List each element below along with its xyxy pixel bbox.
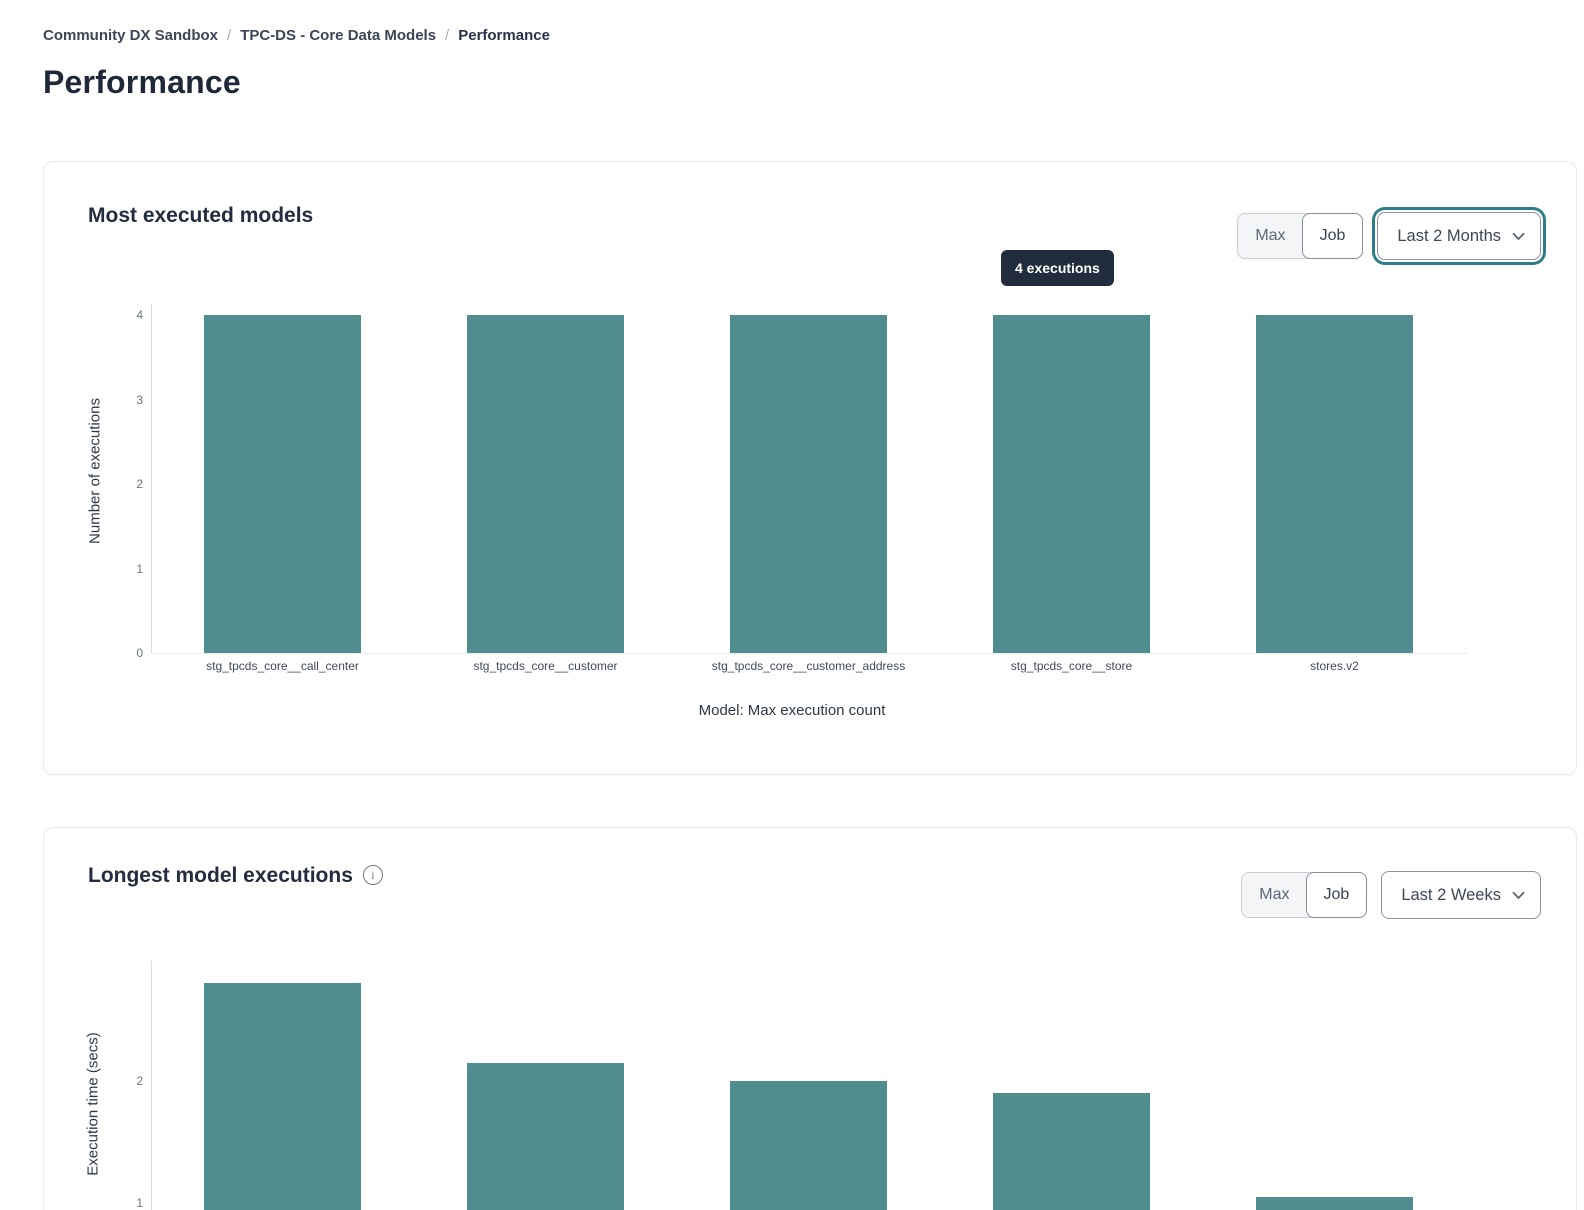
longest-model-executions-chart: Execution time (secs) 1 2 (44, 828, 1576, 1210)
x-tick-label: stg_tpcds_core__customer_address (711, 659, 906, 673)
max-job-toggle: Max Job (1237, 213, 1364, 259)
x-tick-label: stg_tpcds_core__store (1010, 659, 1133, 673)
y-axis-line (151, 304, 152, 653)
y-tick-label: 1 (136, 561, 143, 576)
toggle-max-button[interactable]: Max (1238, 214, 1302, 258)
breadcrumb-item[interactable]: TPC-DS - Core Data Models (240, 27, 437, 44)
y-tick-label: 2 (136, 1074, 143, 1088)
y-tick-label: 2 (136, 477, 143, 491)
bar-stg_tpcds_core__store[interactable] (993, 315, 1150, 653)
y-tick-label: 1 (136, 1196, 143, 1210)
toggle-job-button[interactable]: Job (1305, 872, 1368, 918)
card-title-text: Longest model executions (88, 864, 353, 887)
max-job-toggle: Max Job (1241, 872, 1368, 918)
chart-controls: Max Job Last 2 Weeks (1241, 871, 1541, 919)
bar-stg_tpcds_core__customer[interactable] (467, 315, 624, 653)
x-axis-title: Model: Max execution count (698, 702, 886, 719)
x-tick-label: stores.v2 (1310, 659, 1359, 673)
breadcrumb: Community DX Sandbox / TPC-DS - Core Data … (43, 27, 550, 44)
chevron-down-icon (1512, 891, 1525, 899)
bar-stg_tpcds_core__call_center[interactable] (204, 315, 361, 653)
info-icon[interactable]: i (362, 865, 383, 885)
chart-tooltip: 4 executions (1001, 250, 1114, 286)
y-axis-line (151, 961, 152, 1210)
bar-0[interactable] (204, 983, 361, 1210)
breadcrumb-separator: / (227, 27, 232, 44)
y-axis-label: Execution time (secs) (84, 1032, 102, 1176)
bar-1[interactable] (467, 1062, 624, 1210)
y-tick-label: 4 (136, 308, 143, 322)
y-tick-label: 0 (136, 646, 143, 660)
card-title-most-executed-models: Most executed models (88, 204, 313, 228)
card-title-longest-model-executions: Longest model executions i (88, 864, 383, 888)
card-title-text: Most executed models (88, 204, 314, 227)
bar-2[interactable] (730, 1081, 887, 1210)
breadcrumb-separator: / (445, 27, 450, 44)
x-axis-baseline (151, 653, 1467, 654)
time-range-dropdown[interactable]: Last 2 Months (1377, 212, 1541, 260)
toggle-job-button[interactable]: Job (1301, 213, 1364, 259)
x-tick-label: stg_tpcds_core__customer (473, 659, 618, 673)
breadcrumb-item[interactable]: Community DX Sandbox (43, 27, 219, 44)
chart-controls: Max Job Last 2 Months (1237, 212, 1541, 260)
time-range-value: Last 2 Months (1397, 226, 1501, 245)
chevron-down-icon (1512, 232, 1525, 240)
y-tick-label: 3 (136, 392, 143, 407)
y-axis-label: Number of executions (86, 398, 104, 544)
time-range-dropdown[interactable]: Last 2 Weeks (1381, 871, 1541, 919)
x-tick-label: stg_tpcds_core__call_center (206, 659, 359, 673)
toggle-max-button[interactable]: Max (1242, 873, 1306, 917)
breadcrumb-item: Performance (458, 27, 550, 44)
bar-stg_tpcds_core__customer_address[interactable] (730, 315, 887, 653)
card-most-executed-models: Most executed models Max Job Last 2 Mont… (43, 161, 1577, 775)
bar-stores.v2[interactable] (1256, 315, 1413, 653)
bar-3[interactable] (993, 1093, 1150, 1210)
time-range-value: Last 2 Weeks (1401, 885, 1501, 904)
most-executed-models-chart: Number of executions 0 1 2 3 4 stg_tpcds_core_… (44, 162, 1576, 774)
bar-4[interactable] (1256, 1196, 1413, 1210)
page-title: Performance (43, 64, 241, 100)
card-longest-model-executions: Longest model executions i Max Job Last … (43, 827, 1577, 1210)
